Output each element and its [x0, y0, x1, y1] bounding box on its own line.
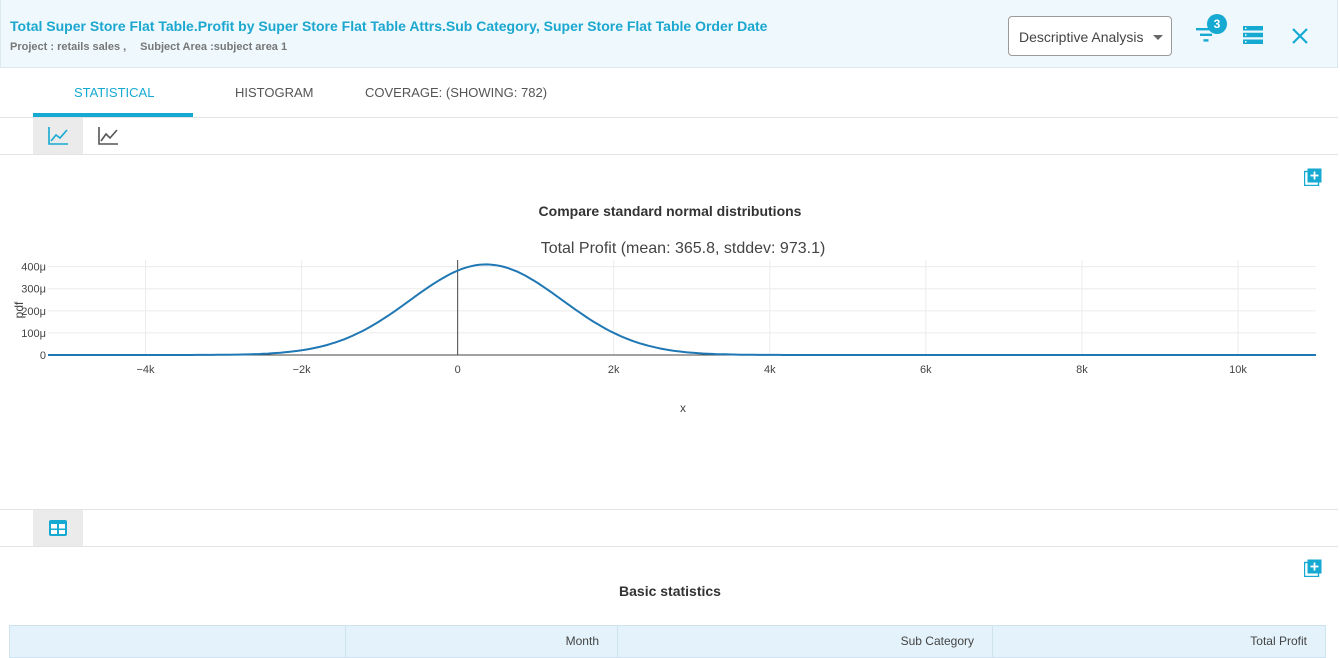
section-heading-distributions: Compare standard normal distributions — [538, 203, 802, 219]
column-header-total-profit[interactable]: Total Profit — [1250, 634, 1307, 648]
chart-type-toolbar — [0, 118, 1338, 155]
analysis-type-dropdown[interactable]: Descriptive Analysis — [1008, 16, 1172, 56]
add-to-dashboard-icon[interactable] — [1304, 559, 1322, 577]
y-tick-label: 200μ — [21, 306, 46, 318]
analysis-type-value: Descriptive Analysis — [1019, 29, 1144, 45]
line-chart-button-active[interactable] — [33, 118, 83, 154]
subject-area-label: Subject Area :subject area 1 — [140, 41, 288, 53]
list-icon[interactable] — [1243, 26, 1263, 44]
tab-histogram[interactable]: HISTOGRAM — [235, 85, 314, 100]
column-header-sub-category[interactable]: Sub Category — [618, 626, 993, 657]
tab-bar: STATISTICAL HISTOGRAM COVERAGE: (SHOWING… — [0, 68, 1338, 118]
table-view-button[interactable] — [33, 510, 83, 546]
x-tick-label: 8k — [1076, 364, 1088, 376]
normal-distribution-chart: Total Profit (mean: 365.8, stddev: 973.1… — [12, 240, 1316, 415]
page-subtitle: Project : retails sales , Subject Area :s… — [10, 41, 287, 53]
tab-statistical[interactable]: STATISTICAL — [74, 85, 155, 100]
x-tick-label: 4k — [764, 364, 776, 376]
column-header-index[interactable] — [10, 626, 346, 657]
x-tick-label: 10k — [1229, 364, 1247, 376]
table-icon — [49, 520, 67, 536]
line-chart-icon — [48, 127, 68, 145]
x-tick-label: −4k — [137, 364, 156, 376]
y-tick-label: 400μ — [21, 262, 46, 274]
column-header-month[interactable]: Month — [346, 626, 618, 657]
x-axis-label: x — [680, 401, 686, 415]
section-heading-basic-statistics: Basic statistics — [619, 583, 721, 599]
filter-icon[interactable] — [1196, 28, 1216, 42]
line-chart-alt-icon — [98, 127, 118, 145]
add-to-dashboard-icon[interactable] — [1304, 168, 1322, 186]
table-toolbar — [0, 509, 1338, 547]
x-tick-label: 2k — [608, 364, 620, 376]
tab-coverage[interactable]: COVERAGE: (SHOWING: 782) — [365, 85, 548, 100]
filter-count-badge: 3 — [1207, 14, 1227, 34]
chevron-down-icon — [1153, 35, 1163, 40]
x-tick-label: 6k — [920, 364, 932, 376]
active-tab-indicator — [33, 113, 193, 117]
distribution-series-line — [48, 263, 1316, 356]
page-title: Total Super Store Flat Table.Profit by S… — [10, 18, 768, 34]
x-tick-label: 0 — [455, 364, 461, 376]
line-chart-alt-button[interactable] — [83, 118, 133, 154]
chart-title: Total Profit (mean: 365.8, stddev: 973.1… — [541, 240, 826, 257]
x-tick-label: −2k — [293, 364, 312, 376]
project-label: Project : retails sales , — [10, 41, 127, 53]
statistics-table-header: Month Sub Category Total Profit — [9, 625, 1326, 658]
y-axis-label: pdf — [12, 301, 26, 318]
y-tick-label: 300μ — [21, 284, 46, 296]
y-tick-label: 0 — [40, 350, 46, 362]
close-icon[interactable] — [1292, 28, 1308, 44]
y-tick-label: 100μ — [21, 328, 46, 340]
